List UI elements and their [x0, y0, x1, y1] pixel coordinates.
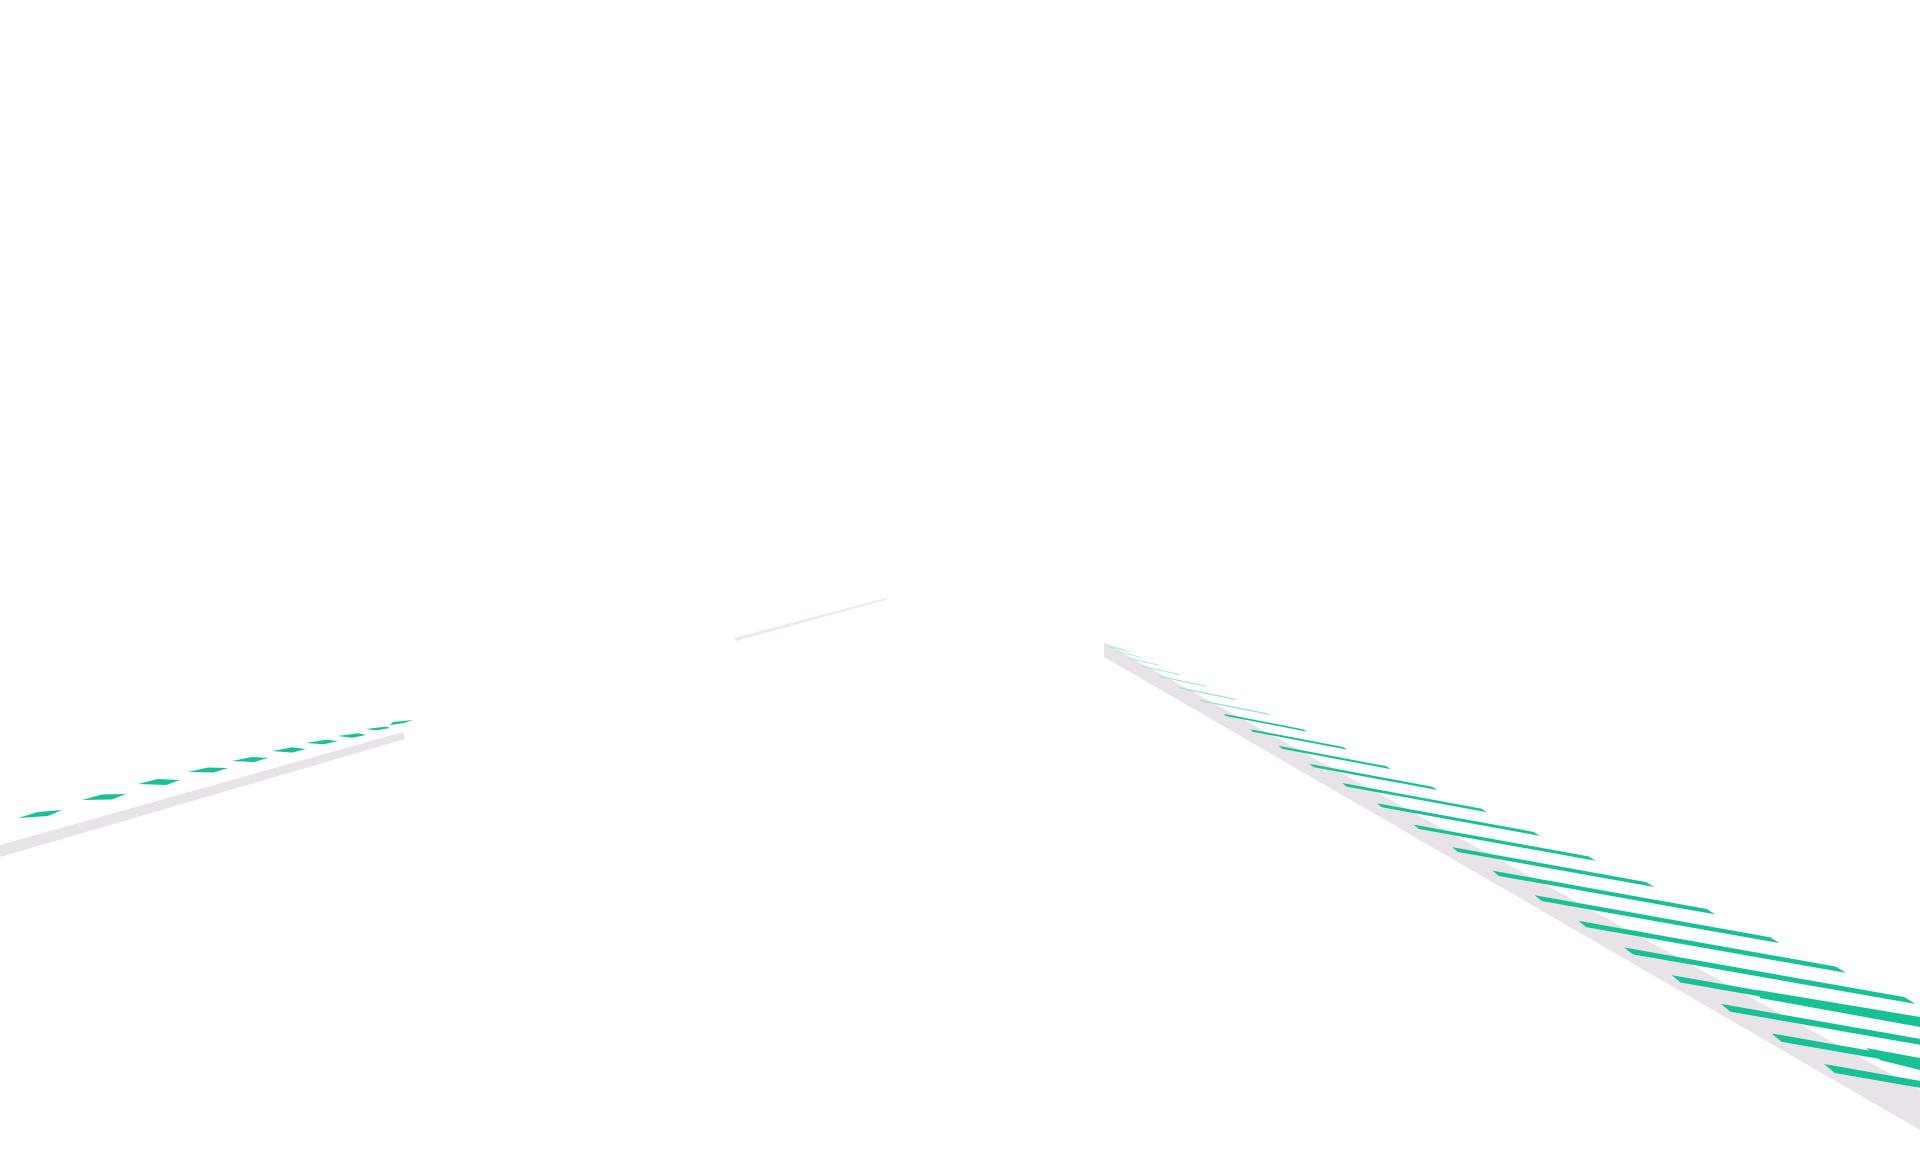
left-stripe — [18, 810, 62, 818]
left-stripe — [82, 794, 126, 800]
right-stripe — [1342, 782, 1488, 813]
right-stripe — [1126, 657, 1160, 666]
right-stripe — [1534, 895, 1780, 944]
left-track-segment — [0, 732, 405, 857]
left-stripe — [232, 757, 268, 762]
right-stripe — [1866, 1048, 1920, 1070]
left-stripe — [188, 767, 228, 773]
left-stripe — [138, 779, 180, 785]
right-stripe — [1376, 803, 1540, 836]
right-stripe — [1624, 947, 1916, 1004]
right-stripe — [1107, 646, 1131, 653]
right-stripe — [1157, 675, 1208, 687]
right-stripe — [1492, 870, 1716, 915]
right-stripe — [1720, 1003, 1920, 1045]
right-stripe — [1452, 847, 1654, 887]
right-stripe — [1278, 745, 1391, 770]
right-stripe — [1140, 665, 1182, 676]
right-stripe — [1250, 729, 1348, 750]
right-track-segment — [1104, 643, 1920, 1130]
right-stripe — [1115, 650, 1143, 659]
right-stripe — [1104, 644, 1126, 651]
right-stripe — [1309, 763, 1438, 791]
far-track-segment — [734, 598, 888, 641]
left-track-stripes — [18, 720, 413, 818]
right-stripe — [1177, 686, 1237, 701]
left-stripe — [338, 733, 366, 738]
right-stripe — [1223, 713, 1308, 732]
left-stripe — [366, 726, 390, 731]
right-stripe — [1824, 1064, 1920, 1088]
right-stripe — [1758, 990, 1920, 1027]
left-stripe — [306, 739, 338, 745]
right-stripe — [1413, 824, 1596, 861]
left-stripe — [272, 747, 306, 753]
right-stripe — [1199, 699, 1271, 716]
left-stripe — [390, 720, 413, 725]
right-track-stripes — [1104, 644, 1920, 1088]
right-stripe — [1578, 920, 1846, 973]
